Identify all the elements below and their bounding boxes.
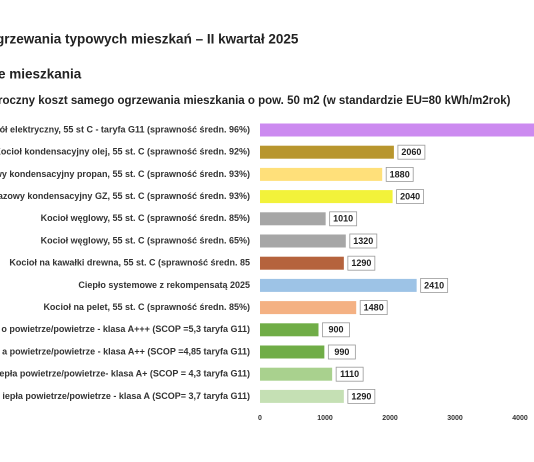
category-label: Kocioł na kawałki drewna, 55 st. C (spra…	[9, 258, 250, 268]
bar	[260, 256, 344, 270]
category-label: Kocioł węglowy, 55 st. C (sprawność śred…	[41, 235, 250, 245]
category-label: epła powietrze/powietrze- klasa A+ (SCOP…	[0, 369, 250, 379]
bar	[260, 345, 325, 359]
bar	[260, 323, 319, 337]
category-label: Kocioł węglowy, 55 st. C (sprawność śred…	[41, 213, 250, 223]
bar	[260, 212, 326, 226]
value-label: 2040	[400, 191, 420, 201]
category-label: gazowy kondensacyjny GZ, 55 st. C (spraw…	[0, 191, 250, 201]
value-label-box	[347, 255, 376, 271]
value-label-box	[329, 211, 358, 227]
category-label: a powietrze/powietrze - klasa A++ (SCOP …	[2, 346, 250, 356]
value-label-box	[349, 233, 378, 249]
bar	[260, 367, 333, 381]
value-label: 1110	[340, 369, 359, 379]
x-tick-label: 0	[258, 415, 262, 422]
value-label: 2060	[401, 147, 421, 157]
bar	[260, 278, 417, 292]
bar	[260, 145, 394, 159]
value-label-box	[397, 144, 426, 160]
x-tick-label: 2000	[382, 415, 398, 422]
category-label: wy kondensacyjny propan, 55 st. C (spraw…	[0, 169, 250, 179]
value-label: 1290	[351, 258, 371, 268]
category-label: o powietrze/powietrze - klasa A+++ (SCOP…	[1, 324, 250, 334]
value-label: 1480	[364, 302, 384, 312]
value-label-box	[322, 322, 350, 338]
category-label: Kocioł kondensacyjny olej, 55 st. C (spr…	[0, 147, 250, 157]
category-label: ół elektryczny, 55 st C - taryfa G11 (sp…	[0, 124, 250, 134]
value-label: 1010	[333, 214, 353, 224]
x-tick-label: 4000	[512, 415, 528, 422]
bar	[260, 167, 383, 181]
value-label: 1880	[390, 169, 410, 179]
bar	[260, 123, 534, 137]
category-label: iepła powietrze/powietrze - klasa A (SCO…	[2, 391, 250, 401]
value-label-box	[396, 189, 425, 205]
value-label: 1320	[353, 236, 373, 246]
value-label: 2410	[424, 280, 444, 290]
bar	[260, 389, 344, 403]
value-label: 990	[334, 347, 349, 357]
section-title: e mieszkania	[0, 67, 82, 82]
chart-title: roczny koszt samego ogrzewania mieszkani…	[0, 95, 511, 107]
page-title: grzewania typowych mieszkań – II kwartał…	[0, 32, 299, 47]
bar	[260, 190, 393, 204]
category-label: Ciepło systemowe z rekompensatą 2025	[78, 280, 250, 290]
value-label-box	[327, 344, 356, 360]
value-label: 900	[328, 325, 343, 335]
value-label-box	[359, 300, 388, 316]
value-label-box	[420, 277, 449, 293]
x-tick-label: 1000	[317, 415, 333, 422]
x-tick-label: 3000	[447, 415, 463, 422]
value-label: 1290	[351, 391, 371, 401]
value-label-box	[347, 388, 376, 404]
bar	[260, 301, 357, 315]
category-label: Kocioł na pelet, 55 st. C (sprawność śre…	[43, 302, 250, 312]
value-label-box	[385, 166, 414, 182]
value-label-box	[335, 366, 364, 382]
bar	[260, 234, 346, 248]
